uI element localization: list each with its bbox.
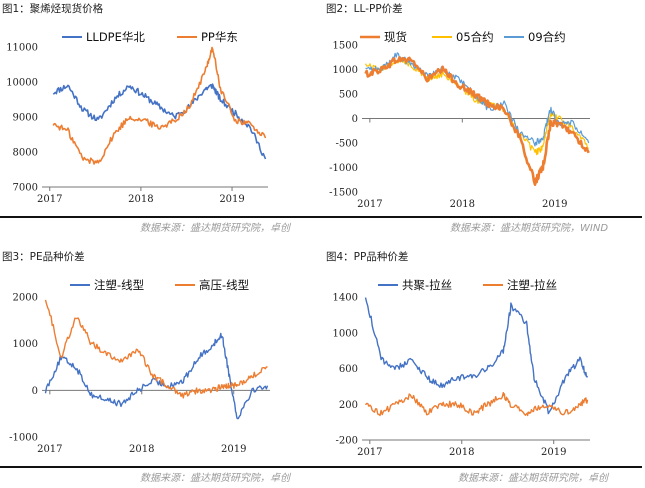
series-line (44, 299, 268, 399)
series-line (364, 56, 590, 186)
y-tick-label: 9000 (13, 113, 38, 124)
y-tick-label: 11000 (6, 43, 38, 54)
x-tick-label: 2019 (221, 444, 246, 455)
y-tick-label: 2000 (13, 293, 38, 304)
chart-title: 图2：LL-PP价差 (326, 3, 403, 15)
data-source: 数据来源：盛达期货研究院，WIND (450, 223, 609, 234)
data-source: 数据来源：盛达期货研究院，卓创 (458, 473, 608, 484)
y-tick-label: -1000 (329, 163, 358, 174)
legend-label: 注塑-拉丝 (507, 278, 557, 292)
y-tick-label: 600 (339, 364, 358, 375)
x-tick-label: 2019 (219, 194, 244, 205)
series-line (52, 46, 267, 165)
legend-label: LLDPE华北 (86, 30, 145, 44)
x-tick-label: 2019 (542, 199, 567, 210)
x-tick-label: 2017 (37, 444, 62, 455)
y-tick-label: 500 (339, 90, 358, 101)
x-tick-label: 2019 (541, 447, 566, 458)
x-tick-label: 2017 (37, 194, 62, 205)
chart-svg: -200 200 600 1000 1400 2017 2018 2019 共聚-拉丝 注塑-拉丝 (333, 278, 590, 458)
legend-label: 注塑-线型 (94, 278, 144, 292)
y-tick-label: 1400 (333, 293, 358, 304)
series-line (364, 297, 589, 415)
legend-label: 高压-线型 (199, 278, 249, 292)
y-tick-label: -200 (336, 436, 358, 447)
y-tick-label: 0 (352, 114, 358, 125)
legend-label: 05合约 (456, 30, 494, 44)
chart-panel-2: 图2：LL-PP价差 -1500 -1000 -500 0 500 1000 1500 201… (322, 0, 645, 234)
x-tick-label: 2018 (129, 444, 154, 455)
legend-label: 现货 (384, 30, 407, 44)
divider-line (0, 466, 322, 468)
y-tick-label: 1000 (333, 328, 358, 339)
series-line (364, 392, 589, 417)
chart-svg: 7000 8000 9000 10000 11000 2017 2018 2019 LLDPE华… (6, 30, 268, 205)
y-tick-label: 7000 (13, 183, 38, 194)
y-tick-label: 200 (339, 400, 358, 411)
chart-panel-4: 图4：PP品种价差 -200 200 600 1000 1400 2017 2018 2019… (322, 248, 645, 488)
y-tick-label: -1500 (329, 188, 358, 199)
x-tick-label: 2018 (128, 194, 153, 205)
data-source: 数据来源：盛达期货研究院，卓创 (140, 223, 290, 234)
series-line (52, 83, 267, 160)
y-tick-label: -1000 (9, 433, 38, 444)
y-tick-label: 10000 (6, 78, 38, 89)
x-tick-label: 2018 (449, 447, 474, 458)
x-tick-label: 2018 (450, 199, 475, 210)
x-tick-label: 2017 (357, 199, 382, 210)
y-tick-label: 1500 (333, 41, 358, 52)
y-tick-label: 1000 (13, 339, 38, 350)
chart-title: 图1：聚烯烃现货价格 (2, 3, 104, 15)
legend-label: 09合约 (528, 30, 566, 44)
divider-line (322, 216, 642, 218)
legend-label: PP华东 (201, 30, 238, 44)
chart-panel-3: 图3：PE品种价差 -1000 0 1000 2000 2017 2018 2019 注塑-线… (0, 248, 322, 488)
chart-title: 图3：PE品种价差 (2, 251, 85, 263)
divider-line (322, 466, 642, 468)
series-line (44, 332, 269, 420)
y-tick-label: -500 (336, 139, 358, 150)
chart-panel-1: 图1：聚烯烃现货价格 7000 8000 9000 10000 11000 2017 201… (0, 0, 322, 234)
chart-title: 图4：PP品种价差 (326, 251, 409, 263)
series-line (364, 57, 589, 156)
legend-label: 共聚-拉丝 (402, 278, 452, 292)
chart-svg: -1500 -1000 -500 0 500 1000 1500 2017 2018 2019 现货… (329, 30, 590, 210)
y-tick-label: 0 (32, 386, 38, 397)
divider-line (0, 216, 322, 218)
y-tick-label: 1000 (333, 65, 358, 76)
x-tick-label: 2017 (357, 447, 382, 458)
y-tick-label: 8000 (13, 148, 38, 159)
data-source: 数据来源：盛达期货研究院，卓创 (140, 473, 290, 484)
chart-svg: -1000 0 1000 2000 2017 2018 2019 注塑-线型 高压-线型 (9, 278, 270, 455)
